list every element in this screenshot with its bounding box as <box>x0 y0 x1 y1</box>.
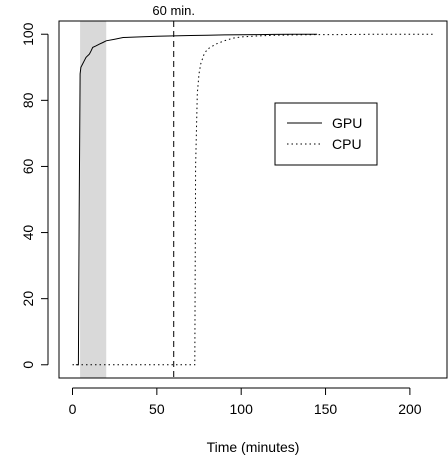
legend-cpu-label: CPU <box>332 136 362 152</box>
vline-label: 60 min. <box>152 3 195 18</box>
y-tick-label: 100 <box>20 22 36 46</box>
y-tick-label: 80 <box>20 92 36 108</box>
y-tick-label: 20 <box>20 291 36 307</box>
legend-box <box>274 102 378 166</box>
x-tick-label: 150 <box>314 401 338 417</box>
shaded-region <box>80 21 107 378</box>
legend: GPU CPU <box>274 102 378 166</box>
y-tick-label: 60 <box>20 158 36 174</box>
x-tick-label: 200 <box>398 401 422 417</box>
series-layer <box>72 33 436 366</box>
y-tick-label: 40 <box>20 225 36 241</box>
series-line-gpu <box>75 33 318 366</box>
axis-layer: 0 50 100 150 200 0 20 40 60 80 100 <box>20 22 422 417</box>
shaded-region-layer <box>80 21 107 378</box>
x-tick-label: 0 <box>69 401 77 417</box>
series-line-cpu <box>72 33 436 366</box>
y-tick-label: 0 <box>20 361 36 369</box>
x-tick-label: 50 <box>149 401 165 417</box>
plot-frame <box>58 20 448 379</box>
x-tick-label: 100 <box>230 401 254 417</box>
legend-gpu-label: GPU <box>332 115 362 131</box>
x-axis-title: Time (minutes) <box>207 439 300 455</box>
